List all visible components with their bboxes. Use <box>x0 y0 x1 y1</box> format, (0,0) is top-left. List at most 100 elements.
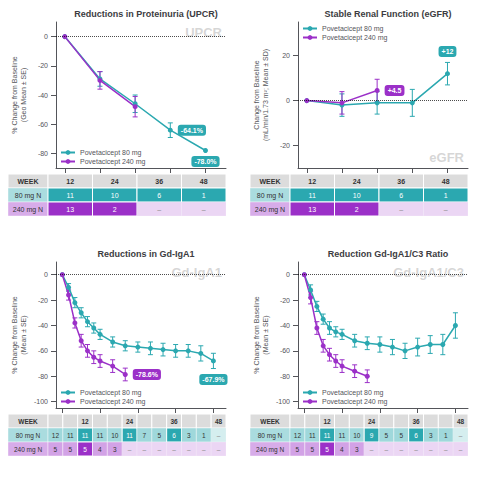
svg-text:-100: -100 <box>276 398 290 405</box>
svg-text:-80: -80 <box>38 373 48 380</box>
svg-text:80 mg N: 80 mg N <box>16 432 41 440</box>
svg-text:5: 5 <box>399 432 403 439</box>
svg-text:Povetacicept 80 mg: Povetacicept 80 mg <box>80 149 142 157</box>
svg-text:WEEK: WEEK <box>260 418 280 425</box>
svg-text:6: 6 <box>157 192 161 199</box>
svg-text:-67.9%: -67.9% <box>202 376 225 383</box>
svg-text:–: – <box>217 446 221 453</box>
svg-text:Stable Renal Function (eGFR): Stable Renal Function (eGFR) <box>324 9 451 19</box>
svg-text:3: 3 <box>187 432 191 439</box>
svg-text:4: 4 <box>340 446 344 453</box>
svg-text:48: 48 <box>215 418 223 425</box>
svg-text:11: 11 <box>97 432 104 439</box>
svg-text:240 mg N: 240 mg N <box>255 206 285 214</box>
svg-text:11: 11 <box>309 432 316 439</box>
svg-text:% Change from Baseline: % Change from Baseline <box>11 296 19 374</box>
svg-text:% Change from Baseline: % Change from Baseline <box>11 56 19 134</box>
svg-text:0: 0 <box>286 271 290 278</box>
svg-text:5: 5 <box>385 432 389 439</box>
svg-text:–: – <box>187 446 191 453</box>
svg-text:Povetacicept 80 mg: Povetacicept 80 mg <box>80 389 142 397</box>
svg-text:(Mean ± SE): (Mean ± SE) <box>20 315 28 354</box>
svg-text:1: 1 <box>202 432 206 439</box>
svg-text:7: 7 <box>143 432 147 439</box>
svg-text:80 mg N: 80 mg N <box>15 192 41 200</box>
svg-text:48: 48 <box>457 418 465 425</box>
svg-text:11: 11 <box>324 432 331 439</box>
svg-text:–: – <box>202 206 206 213</box>
svg-text:-60: -60 <box>38 347 48 354</box>
svg-text:1: 1 <box>444 192 448 199</box>
svg-text:11: 11 <box>67 192 74 199</box>
svg-text:-100: -100 <box>34 398 48 405</box>
svg-text:13: 13 <box>308 206 316 213</box>
svg-text:6: 6 <box>399 192 403 199</box>
svg-text:12: 12 <box>308 178 316 185</box>
svg-text:24: 24 <box>353 178 361 185</box>
svg-text:13: 13 <box>66 206 74 213</box>
svg-text:10: 10 <box>111 192 119 199</box>
svg-text:–: – <box>172 446 176 453</box>
svg-text:–: – <box>459 432 463 439</box>
svg-text:+12: +12 <box>442 48 454 55</box>
svg-text:eGFR: eGFR <box>429 150 464 165</box>
svg-text:-20: -20 <box>38 62 48 69</box>
svg-text:10: 10 <box>353 192 361 199</box>
svg-text:2: 2 <box>113 206 117 213</box>
svg-text:24: 24 <box>126 418 134 425</box>
svg-text:–: – <box>370 446 374 453</box>
svg-text:–: – <box>157 206 161 213</box>
svg-text:–: – <box>157 446 161 453</box>
svg-text:12: 12 <box>323 418 331 425</box>
svg-text:–: – <box>399 206 403 213</box>
svg-text:80 mg N: 80 mg N <box>257 192 283 200</box>
svg-text:–: – <box>414 446 418 453</box>
svg-text:–: – <box>399 446 403 453</box>
svg-text:3: 3 <box>113 446 117 453</box>
svg-text:+4.5: +4.5 <box>388 87 402 94</box>
svg-text:5: 5 <box>296 446 300 453</box>
svg-text:Povetacicept 80 mg: Povetacicept 80 mg <box>322 389 384 397</box>
svg-text:WEEK: WEEK <box>18 178 39 185</box>
svg-text:0: 0 <box>286 97 290 104</box>
svg-text:1: 1 <box>444 432 448 439</box>
svg-text:11: 11 <box>309 192 316 199</box>
svg-text:24: 24 <box>368 418 376 425</box>
svg-text:3: 3 <box>355 446 359 453</box>
svg-text:5: 5 <box>68 446 72 453</box>
svg-text:–: – <box>429 446 433 453</box>
svg-text:(Geo Mean ± SE): (Geo Mean ± SE) <box>20 68 28 122</box>
svg-text:-20: -20 <box>280 142 290 149</box>
svg-text:% Change from Baseline: % Change from Baseline <box>253 296 261 374</box>
svg-text:–: – <box>459 446 463 453</box>
svg-text:Povetacicept 240 mg: Povetacicept 240 mg <box>80 398 145 406</box>
svg-text:11: 11 <box>67 432 74 439</box>
svg-text:10: 10 <box>111 432 119 439</box>
svg-text:–: – <box>444 446 448 453</box>
svg-text:-20: -20 <box>38 297 48 304</box>
svg-text:Reductions in Gd-IgA1: Reductions in Gd-IgA1 <box>97 249 194 259</box>
svg-text:Gd-IgA1/C3: Gd-IgA1/C3 <box>393 265 464 280</box>
svg-text:–: – <box>128 446 132 453</box>
svg-text:80 mg N: 80 mg N <box>258 432 283 440</box>
svg-text:20: 20 <box>282 52 290 59</box>
svg-text:-60: -60 <box>38 121 48 128</box>
svg-text:–: – <box>385 446 389 453</box>
svg-text:(mL/min/1.73 m²; Mean ± SD): (mL/min/1.73 m²; Mean ± SD) <box>262 49 270 141</box>
svg-text:–: – <box>143 446 147 453</box>
svg-text:3: 3 <box>429 432 433 439</box>
svg-text:2: 2 <box>355 206 359 213</box>
svg-text:5: 5 <box>54 446 58 453</box>
svg-text:-64.1%: -64.1% <box>181 127 204 134</box>
svg-text:5: 5 <box>325 446 329 453</box>
svg-text:10: 10 <box>353 432 361 439</box>
svg-text:Reduction Gd-IgA1/C3 Ratio: Reduction Gd-IgA1/C3 Ratio <box>328 249 449 259</box>
svg-text:36: 36 <box>412 418 420 425</box>
svg-text:Povetacicept 240 mg: Povetacicept 240 mg <box>322 398 387 406</box>
svg-text:-80: -80 <box>38 150 48 157</box>
svg-text:4: 4 <box>98 446 102 453</box>
svg-text:11: 11 <box>82 432 89 439</box>
svg-text:24: 24 <box>111 178 119 185</box>
svg-text:-78.6%: -78.6% <box>136 371 159 378</box>
svg-text:–: – <box>202 446 206 453</box>
